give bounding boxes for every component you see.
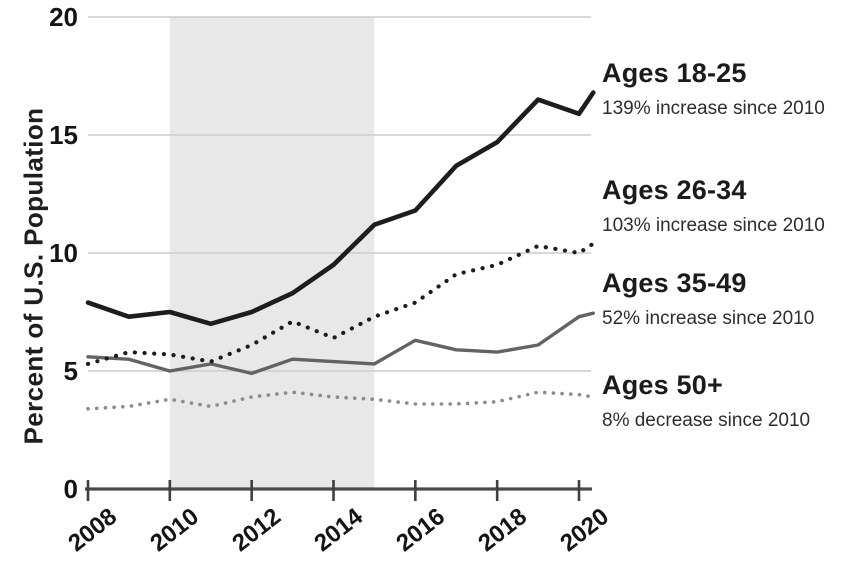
y-tick-label-0: 0 bbox=[63, 474, 78, 504]
legend-group-ages-26-34: Ages 26-34 103% increase since 2010 bbox=[602, 174, 851, 237]
y-tick-label-5: 5 bbox=[63, 356, 78, 386]
legend-caption-ages-50-plus: 8% decrease since 2010 bbox=[602, 410, 811, 431]
legend-caption-ages-35-49: 52% increase since 2010 bbox=[602, 308, 815, 329]
legend-group-ages-35-49: Ages 35-49 52% increase since 2010 bbox=[602, 267, 851, 330]
legend-title-ages-50-plus: Ages 50+ bbox=[602, 370, 723, 400]
legend-group-ages-18-25: Ages 18-25 139% increase since 2010 bbox=[602, 57, 851, 120]
y-axis-title: Percent of U.S. Population bbox=[18, 107, 49, 445]
legend-caption-ages-26-34: 103% increase since 2010 bbox=[602, 215, 825, 236]
legend-title-ages-35-49: Ages 35-49 bbox=[602, 268, 747, 298]
series-line-ages-35-49 bbox=[86, 311, 595, 376]
y-tick-label-20: 20 bbox=[49, 2, 78, 32]
legend-title-ages-26-34: Ages 26-34 bbox=[602, 175, 747, 205]
y-tick-label-15: 15 bbox=[49, 120, 78, 150]
legend-caption-ages-18-25: 139% increase since 2010 bbox=[602, 98, 825, 119]
y-tick-label-10: 10 bbox=[49, 238, 78, 268]
series-line-ages-18-25 bbox=[85, 90, 596, 327]
series-line-ages-50- bbox=[86, 390, 596, 411]
legend-group-ages-50-plus: Ages 50+ 8% decrease since 2010 bbox=[602, 369, 851, 432]
legend-title-ages-18-25: Ages 18-25 bbox=[602, 58, 747, 88]
